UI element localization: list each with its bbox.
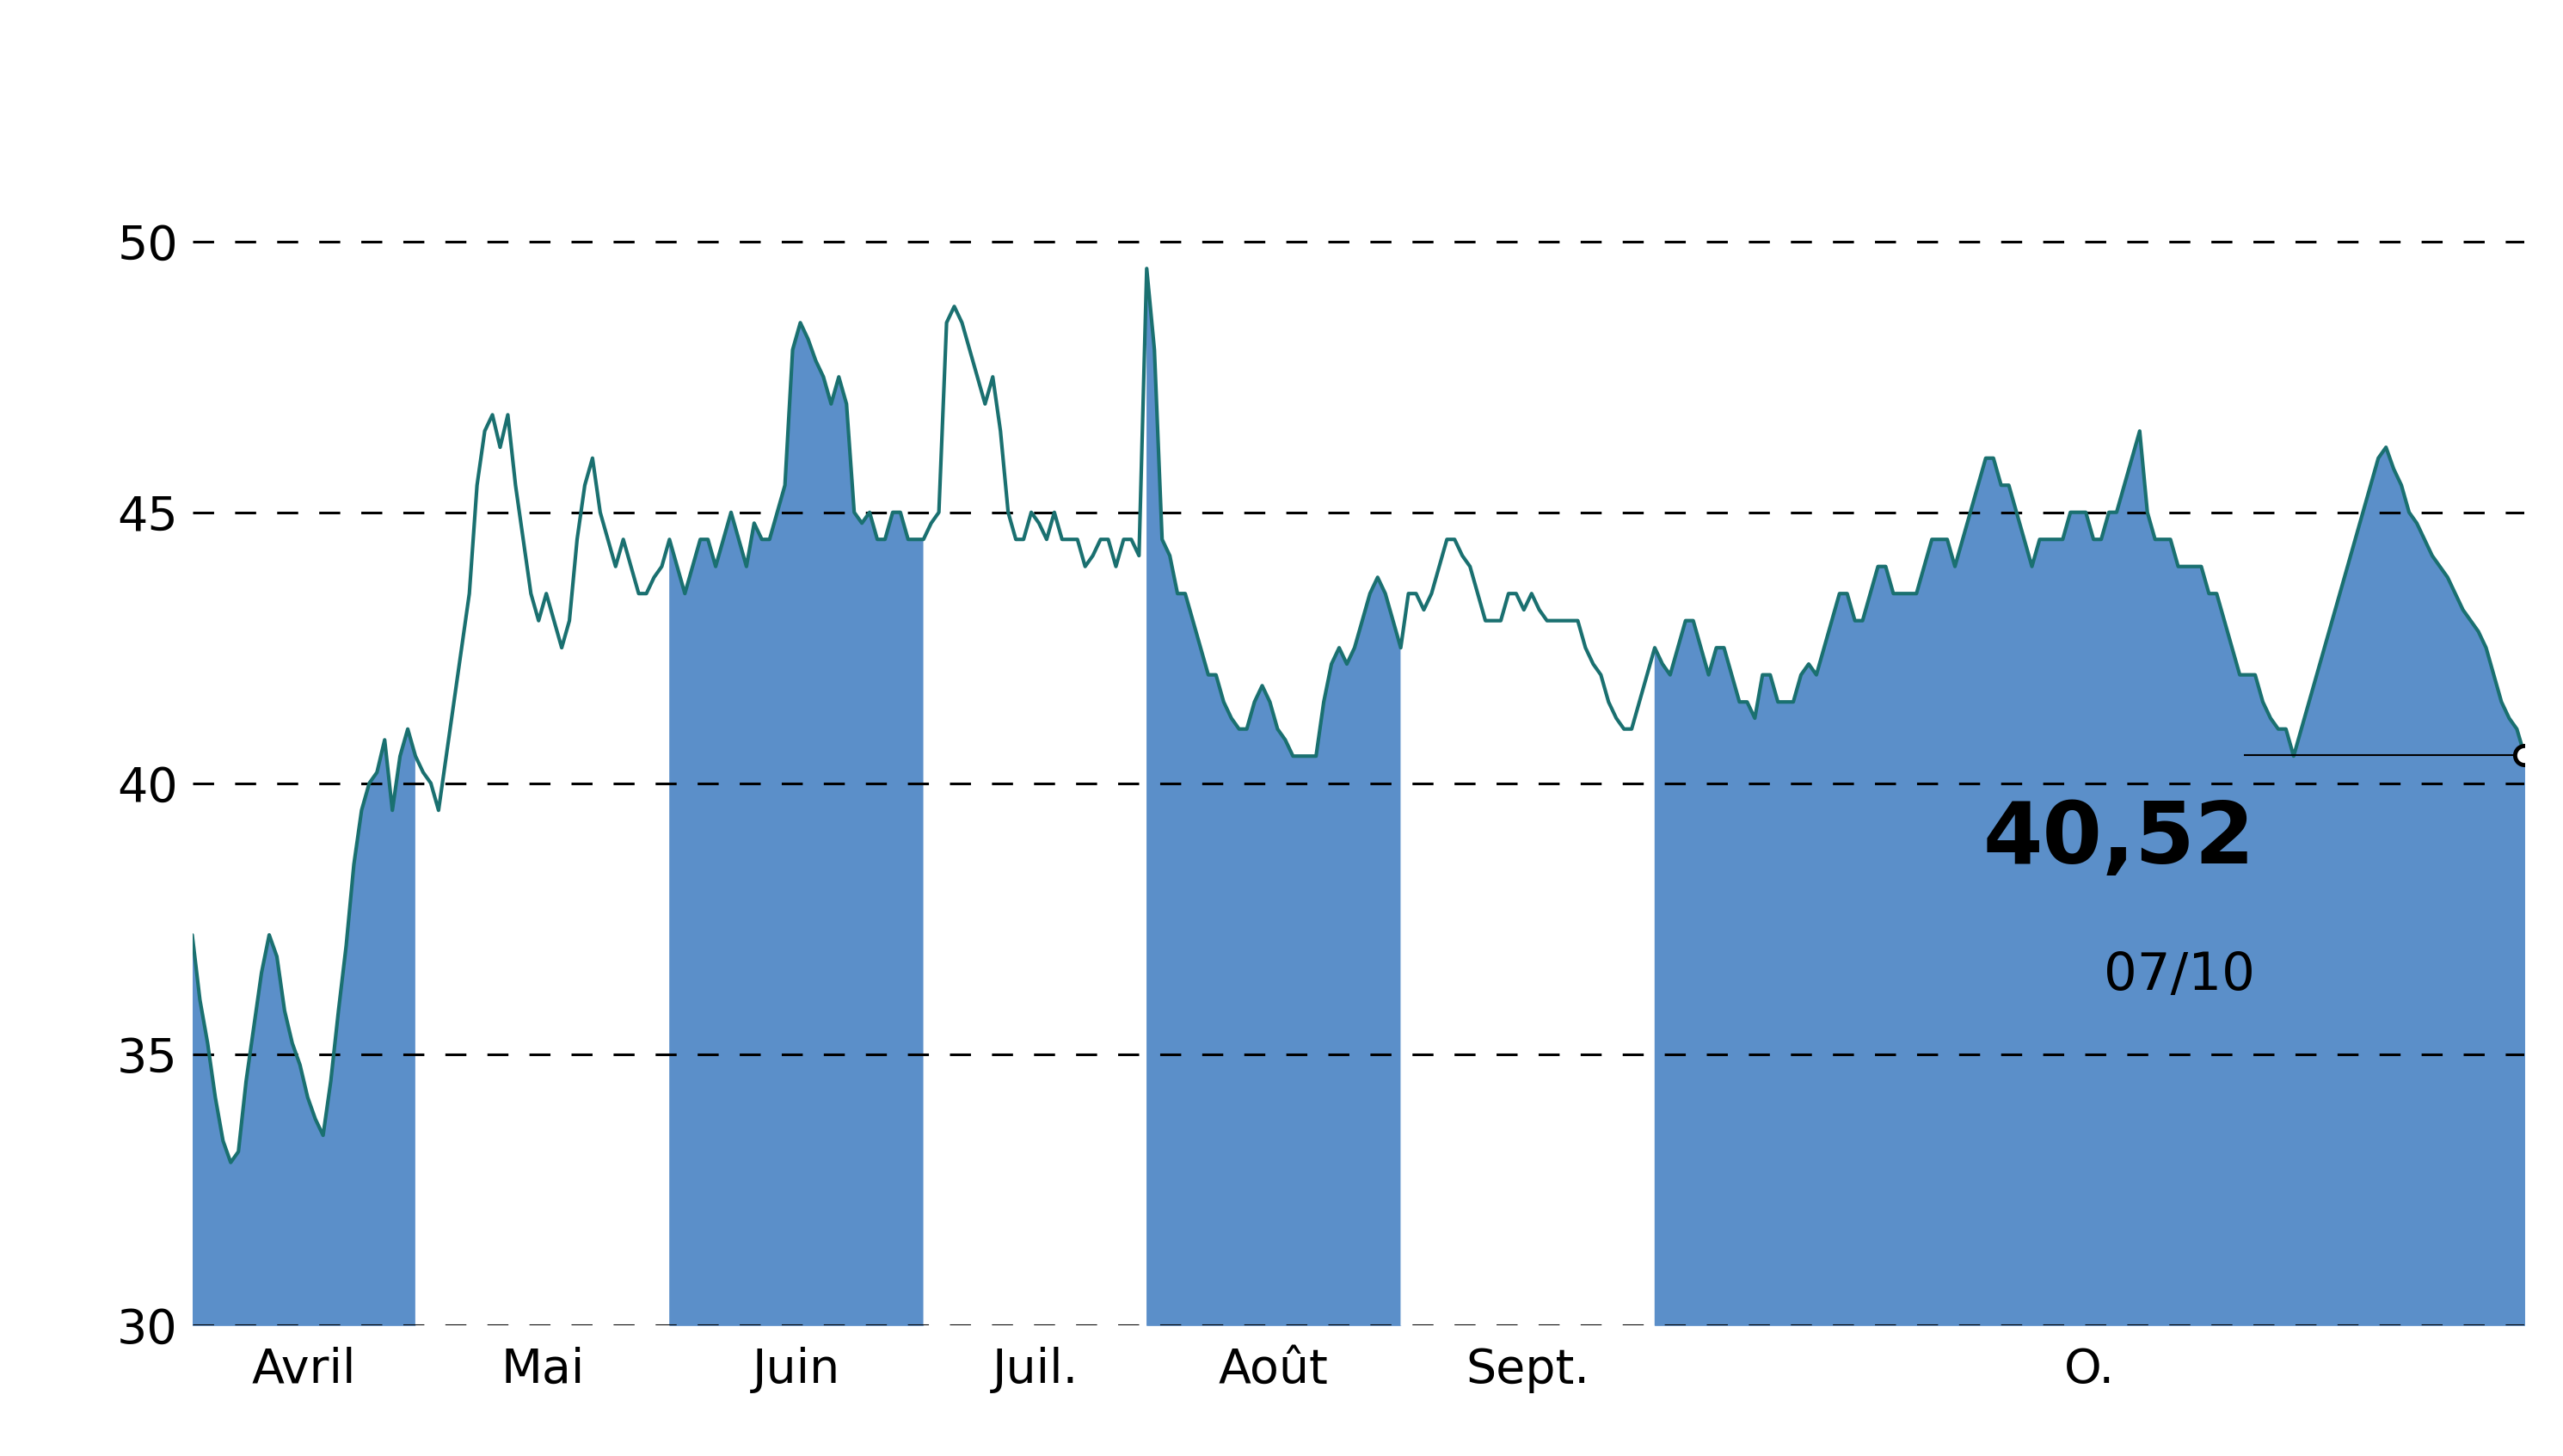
Text: 07/10: 07/10 bbox=[2104, 951, 2255, 1000]
Text: 40,52: 40,52 bbox=[1984, 798, 2255, 882]
Text: Eckert & Ziegler Strahlen- und Medizintechnik AG: Eckert & Ziegler Strahlen- und Medizinte… bbox=[0, 38, 2563, 130]
